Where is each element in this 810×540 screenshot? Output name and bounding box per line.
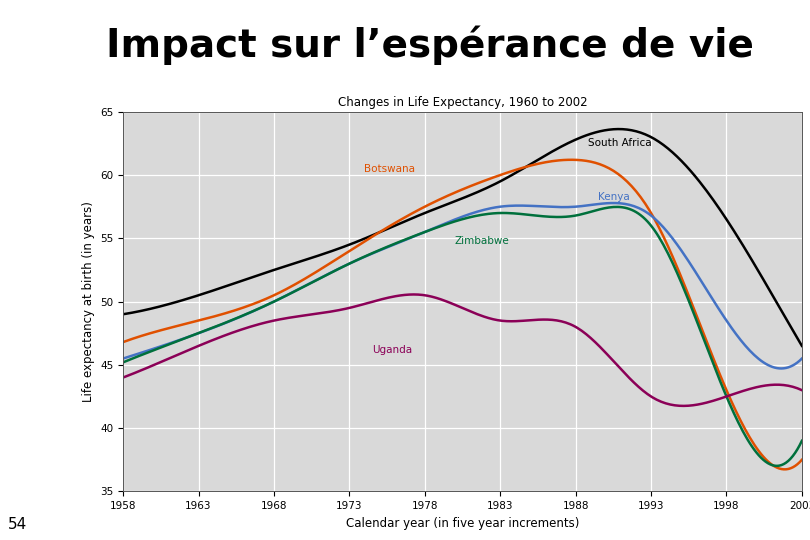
Text: Infection VIH en 2015: Infection VIH en 2015 bbox=[18, 228, 32, 398]
Text: Zimbabwe: Zimbabwe bbox=[455, 236, 509, 246]
Text: Botswana: Botswana bbox=[364, 164, 416, 174]
X-axis label: Calendar year (in five year increments): Calendar year (in five year increments) bbox=[346, 517, 579, 530]
Text: Uganda: Uganda bbox=[372, 345, 412, 355]
Text: South Africa: South Africa bbox=[588, 138, 651, 149]
Text: Kenya: Kenya bbox=[599, 192, 630, 201]
Text: 54: 54 bbox=[8, 517, 28, 532]
Title: Changes in Life Expectancy, 1960 to 2002: Changes in Life Expectancy, 1960 to 2002 bbox=[338, 96, 587, 109]
Text: Impact sur l’espérance de vie: Impact sur l’espérance de vie bbox=[106, 25, 754, 65]
Y-axis label: Life expectancy at birth (in years): Life expectancy at birth (in years) bbox=[82, 201, 95, 402]
